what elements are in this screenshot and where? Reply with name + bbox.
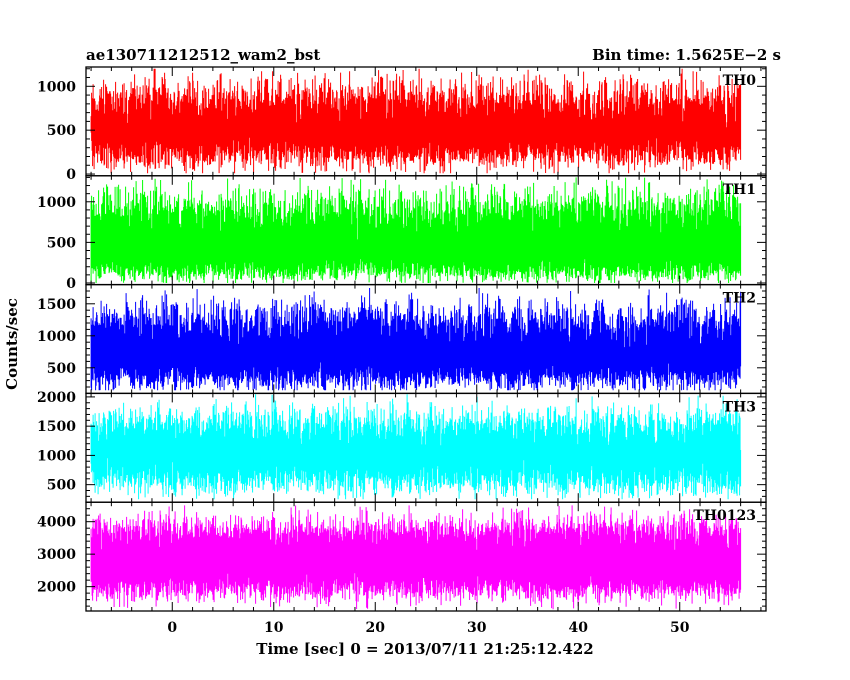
y-tick-label: 1000 [37,79,76,95]
series-trace-th0123 [90,505,742,610]
y-tick-label: 500 [47,478,76,494]
x-tick-label: 10 [264,620,284,636]
panel-frame [85,501,767,612]
y-tick-label: 1500 [37,297,76,313]
y-tick-label: 2000 [37,580,76,596]
channel-label-th3: TH3 [723,399,756,415]
panels-group: 0 500 1000 TH0 0 500 1000 TH1 500 1000 1500 TH2 500 1… [37,66,767,612]
y-tick-label: 4000 [37,515,76,531]
x-axis: 0 10 20 30 40 50 [167,620,689,636]
y-tick-label: 500 [47,235,76,251]
panel-th2: 500 1000 1500 TH2 [37,283,767,395]
y-tick-label: 1000 [37,329,76,345]
channel-label-th2: TH2 [723,291,756,307]
y-tick-label: 500 [47,123,76,139]
panel-th0123: 2000 3000 4000 TH0123 [37,501,767,612]
y-tick-label: 3000 [37,547,76,563]
panel-th1: 0 500 1000 TH1 [37,175,767,292]
series-trace-th3 [90,394,742,500]
x-tick-label: 20 [366,620,386,636]
y-axis-label: Counts/sec [3,298,21,390]
channel-label-th1: TH1 [723,182,756,198]
panel-th0: 0 500 1000 TH0 [37,66,767,183]
y-tick-label: 500 [47,361,76,377]
x-tick-label: 50 [670,620,690,636]
y-tick-label: 1500 [37,419,76,435]
y-tick-label: 0 [66,276,76,292]
x-axis-label: Time [sec] 0 = 2013/07/11 21:25:12.422 [256,640,593,658]
panel-th3: 500 1000 1500 2000 TH3 [37,390,767,503]
y-tick-label: 2000 [37,390,76,406]
channel-label-th0123: TH0123 [693,508,756,524]
series-trace-th1 [90,177,742,283]
y-tick-label: 1000 [37,195,76,211]
series-trace-th0 [90,68,742,174]
x-tick-label: 40 [568,620,588,636]
y-tick-label: 0 [66,167,76,183]
x-tick-label: 0 [167,620,177,636]
plot-title: ae130711212512_wam2_bst [86,46,320,64]
x-tick-label: 30 [467,620,487,636]
series-trace-th2 [90,288,742,391]
bin-time-label: Bin time: 1.5625E−2 s [592,46,781,64]
channel-label-th0: TH0 [723,73,757,89]
y-tick-label: 1000 [37,448,76,464]
